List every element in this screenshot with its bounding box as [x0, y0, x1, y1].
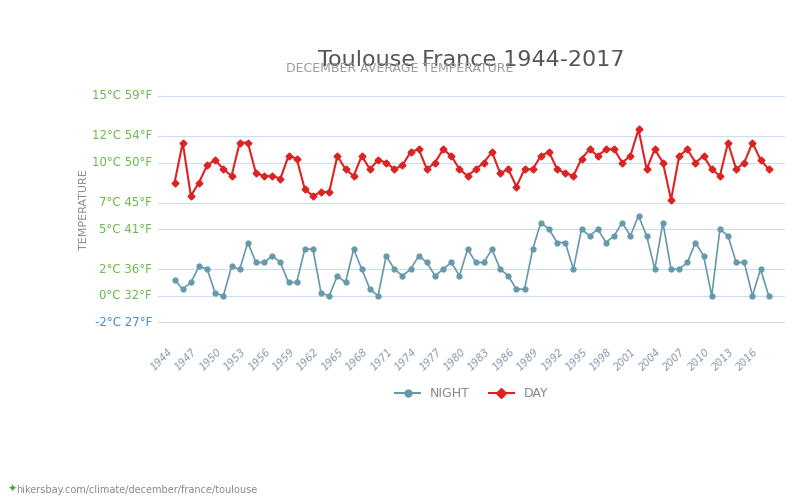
Text: hikersbay.com/climate/december/france/toulouse: hikersbay.com/climate/december/france/to…	[16, 485, 258, 495]
Text: 2°C 36°F: 2°C 36°F	[99, 262, 152, 276]
Text: 15°C 59°F: 15°C 59°F	[92, 90, 152, 102]
Legend: NIGHT, DAY: NIGHT, DAY	[390, 382, 554, 406]
Text: 5°C 41°F: 5°C 41°F	[99, 222, 152, 235]
Title: Toulouse France 1944-2017: Toulouse France 1944-2017	[318, 50, 625, 70]
Text: -2°C 27°F: -2°C 27°F	[94, 316, 152, 329]
Text: ✦: ✦	[8, 484, 18, 494]
Text: DECEMBER AVERAGE TEMPERATURE: DECEMBER AVERAGE TEMPERATURE	[286, 62, 514, 76]
Text: 0°C 32°F: 0°C 32°F	[99, 290, 152, 302]
Text: 10°C 50°F: 10°C 50°F	[92, 156, 152, 169]
Text: 12°C 54°F: 12°C 54°F	[92, 130, 152, 142]
Text: 7°C 45°F: 7°C 45°F	[99, 196, 152, 209]
Y-axis label: TEMPERATURE: TEMPERATURE	[79, 169, 89, 250]
